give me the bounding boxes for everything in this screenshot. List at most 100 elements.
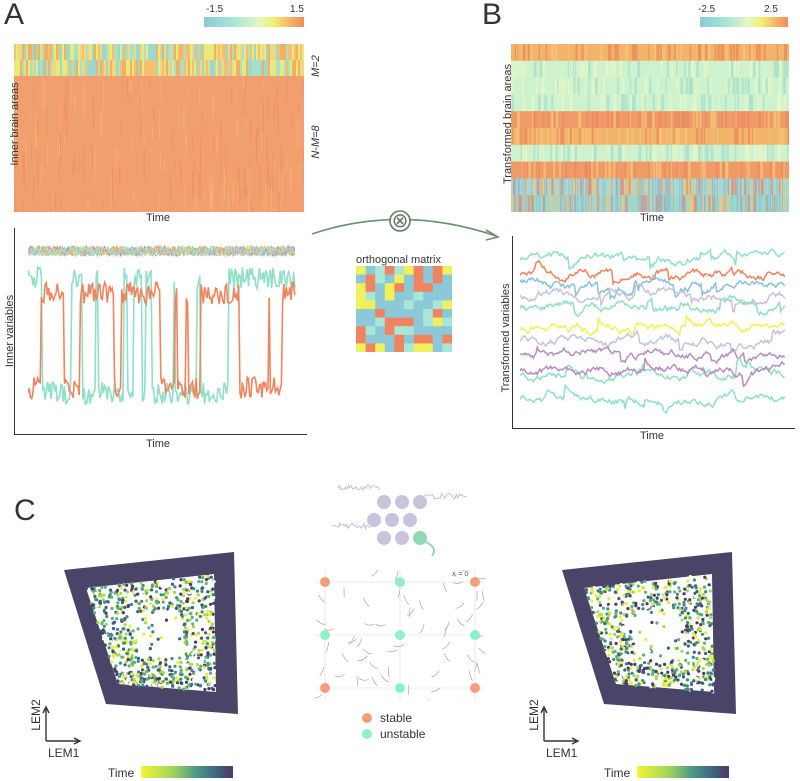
scatter-point [179,660,183,664]
scatter-point [698,594,702,598]
scatter-point [208,671,213,675]
scatter-point [106,600,110,604]
scatter-point [156,580,160,584]
scatter-point [102,630,106,634]
scatter-point [207,687,211,691]
heatmap-streak [783,161,785,179]
scatter-point [624,638,628,642]
heatmap-streak [554,195,556,212]
scatter-point [201,598,205,602]
heatmap-streak [269,175,271,190]
heatmap-streak [513,60,517,78]
scatter-point [707,620,711,624]
heatmap-cell [266,44,269,60]
heatmap-streak [675,44,679,61]
network-node [413,495,427,509]
scatter-point [654,669,658,673]
heatmap-cell [98,44,101,60]
heatmap-streak [609,60,613,78]
scatter-point [662,674,667,678]
heatmap-streak [557,94,559,112]
heatmap-streak [617,144,621,162]
heatmap-streak [534,161,538,179]
heatmap-cell [206,44,209,60]
heatmap-cell [30,60,33,76]
heatmap-streak [670,144,672,162]
scatter-point [182,623,186,627]
heatmap-streak [245,90,247,126]
scatter-point [676,678,680,682]
heatmap-streak [36,111,38,148]
scatter-point [201,576,205,580]
heatmap-streak [672,128,675,145]
heatmap-streak [79,155,81,171]
heatmap-streak [198,88,200,106]
heatmap-streak [668,44,671,61]
heatmap-streak [625,44,628,61]
heatmap-streak [540,178,543,196]
heatmap-streak [639,178,641,212]
heatmap-cell [226,60,229,76]
heatmap-streak [574,144,578,162]
heatmap-streak [754,77,758,95]
heatmap-cell [184,60,187,76]
scatter-point [183,626,187,630]
scatter-point [157,606,161,610]
scatter-point [625,682,629,686]
heatmap-streak [769,128,771,145]
scatter-point [143,677,147,681]
heatmap-streak [684,60,686,78]
heatmap-cell [202,60,205,76]
heatmap-streak [745,178,747,212]
heatmap-cell [232,44,235,60]
matrix-cell [375,283,386,293]
heatmap-cell [148,60,151,76]
scatter-point [696,617,700,621]
matrix-cell [356,317,366,327]
heatmap-cell [156,60,159,76]
scatter-point [684,658,688,662]
scatter-point [686,611,690,615]
heatmap-streak [591,144,594,162]
scatter-point [643,666,647,670]
scatter-point [114,664,118,668]
scatter-point [692,643,696,647]
matrix-cell [375,334,386,344]
heatmap-streak [37,117,39,137]
heatmap-cell [112,44,115,60]
heatmap-streak [133,191,135,201]
heatmap-streak [149,76,151,88]
heatmap-cell [234,44,237,60]
stable-point [470,683,480,693]
flow-line [364,623,375,626]
heatmap-streak [573,77,576,95]
heatmap-streak [115,146,117,167]
scatter-point [102,624,106,628]
scatter-point [709,613,713,617]
heatmap-streak [744,94,747,112]
heatmap-cell [296,60,299,76]
scatter-point [658,664,662,668]
heatmap-cell [94,60,97,76]
heatmap-streak [244,188,246,198]
scatter-point [620,661,624,665]
scatter-point [651,586,655,590]
heatmap-streak [658,111,662,128]
heatmap-cell [220,44,223,60]
heatmap-cell [18,44,21,60]
stable-point [470,577,480,587]
scatter-point [708,683,712,687]
heatmap-cell [204,44,207,60]
transformed-variable-line [520,357,786,388]
heatmap-streak [93,117,95,129]
heatmap-streak [641,94,645,112]
scatter-point [208,602,213,606]
scatter-point [651,629,655,633]
heatmap-cell [176,44,179,60]
scatter-point [205,616,209,620]
heatmap-streak [700,128,703,145]
scatter-point [705,662,709,666]
scatter-point [200,627,204,632]
heatmap-cell [56,44,59,60]
heatmap-cell [48,44,51,60]
